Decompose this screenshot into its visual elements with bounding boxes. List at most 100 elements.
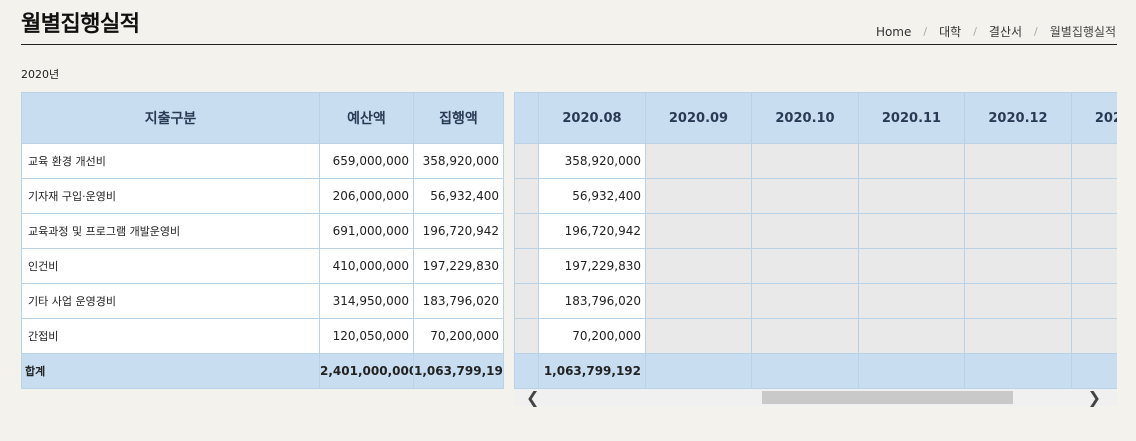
empty-cell bbox=[858, 213, 965, 249]
horizontal-scrollbar[interactable]: ❮ ❯ bbox=[514, 389, 1117, 406]
empty-cell bbox=[964, 318, 1072, 354]
budget-cell: 206,000,000 bbox=[319, 178, 414, 214]
empty-cell bbox=[964, 353, 1072, 389]
header-month: 2020.08 bbox=[538, 92, 646, 144]
executed-cell: 70,200,000 bbox=[413, 318, 504, 354]
empty-cell bbox=[964, 143, 1072, 179]
total-row: 1,063,799,192 bbox=[514, 353, 1117, 389]
empty-cell bbox=[751, 318, 859, 354]
header-category: 지출구분 bbox=[21, 92, 320, 144]
header-month: 2020.11 bbox=[858, 92, 965, 144]
month-value-cell: 358,920,000 bbox=[538, 143, 646, 179]
empty-cell bbox=[1071, 213, 1117, 249]
empty-cell bbox=[751, 248, 859, 284]
header-month: 2020.09 bbox=[645, 92, 752, 144]
empty-cell bbox=[1071, 178, 1117, 214]
month-value-cell: 183,796,020 bbox=[538, 283, 646, 319]
table-row: 183,796,020 bbox=[514, 283, 1117, 319]
empty-cell bbox=[514, 178, 539, 214]
category-cell: 기타 사업 운영경비 bbox=[21, 283, 320, 319]
table-row: 358,920,000 bbox=[514, 143, 1117, 179]
table-row: 인건비 410,000,000 197,229,830 bbox=[21, 248, 504, 284]
budget-cell: 691,000,000 bbox=[319, 213, 414, 249]
empty-cell bbox=[645, 213, 752, 249]
empty-cell bbox=[645, 178, 752, 214]
budget-cell: 659,000,000 bbox=[319, 143, 414, 179]
table-row: 197,229,830 bbox=[514, 248, 1117, 284]
table-row: 간접비 120,050,000 70,200,000 bbox=[21, 318, 504, 354]
empty-cell bbox=[1071, 318, 1117, 354]
empty-cell bbox=[514, 213, 539, 249]
empty-cell bbox=[514, 353, 539, 389]
year-label: 2020년 bbox=[21, 68, 60, 81]
empty-cell bbox=[645, 248, 752, 284]
total-label: 합계 bbox=[21, 353, 320, 389]
breadcrumb-settlement[interactable]: 결산서 bbox=[988, 25, 1023, 39]
table-row: 56,932,400 bbox=[514, 178, 1117, 214]
empty-cell bbox=[858, 143, 965, 179]
empty-cell bbox=[858, 283, 965, 319]
scrollbar-thumb[interactable] bbox=[762, 391, 1013, 404]
empty-cell bbox=[964, 213, 1072, 249]
executed-cell: 56,932,400 bbox=[413, 178, 504, 214]
month-total-cell: 1,063,799,192 bbox=[538, 353, 646, 389]
header-month-partial bbox=[514, 92, 539, 144]
budget-cell: 410,000,000 bbox=[319, 248, 414, 284]
table-row: 교육과정 및 프로그램 개발운영비 691,000,000 196,720,94… bbox=[21, 213, 504, 249]
total-executed: 1,063,799,192 bbox=[413, 353, 504, 389]
chevron-right-icon[interactable]: ❯ bbox=[1087, 388, 1101, 407]
empty-cell bbox=[964, 178, 1072, 214]
monthly-table-scroll-area[interactable]: 2020.08 2020.09 2020.10 2020.11 2020.12 … bbox=[514, 92, 1117, 389]
empty-cell bbox=[514, 248, 539, 284]
breadcrumb-university[interactable]: 대학 bbox=[939, 25, 962, 39]
empty-cell bbox=[964, 283, 1072, 319]
empty-cell bbox=[964, 248, 1072, 284]
table-row: 196,720,942 bbox=[514, 213, 1117, 249]
breadcrumb-separator: / bbox=[1034, 25, 1038, 38]
total-budget: 2,401,000,000 bbox=[319, 353, 414, 389]
breadcrumb-current: 월별집행실적 bbox=[1049, 25, 1116, 39]
table-row: 70,200,000 bbox=[514, 318, 1117, 354]
category-cell: 인건비 bbox=[21, 248, 320, 284]
executed-cell: 358,920,000 bbox=[413, 143, 504, 179]
monthly-execution-table: 2020.08 2020.09 2020.10 2020.11 2020.12 … bbox=[514, 92, 1117, 389]
table-row: 기타 사업 운영경비 314,950,000 183,796,020 bbox=[21, 283, 504, 319]
empty-cell bbox=[514, 283, 539, 319]
category-cell: 기자재 구입·운영비 bbox=[21, 178, 320, 214]
budget-cell: 314,950,000 bbox=[319, 283, 414, 319]
empty-cell bbox=[1071, 353, 1117, 389]
empty-cell bbox=[514, 318, 539, 354]
table-header-row: 지출구분 예산액 집행액 bbox=[21, 92, 504, 144]
empty-cell bbox=[751, 353, 859, 389]
empty-cell bbox=[858, 318, 965, 354]
empty-cell bbox=[751, 283, 859, 319]
header-month: 2020.12 bbox=[964, 92, 1072, 144]
empty-cell bbox=[514, 143, 539, 179]
executed-cell: 197,229,830 bbox=[413, 248, 504, 284]
month-value-cell: 70,200,000 bbox=[538, 318, 646, 354]
total-row: 합계 2,401,000,000 1,063,799,192 bbox=[21, 353, 504, 389]
month-value-cell: 196,720,942 bbox=[538, 213, 646, 249]
budget-summary-table: 지출구분 예산액 집행액 교육 환경 개선비 659,000,000 358,9… bbox=[21, 92, 504, 389]
table-row: 교육 환경 개선비 659,000,000 358,920,000 bbox=[21, 143, 504, 179]
breadcrumb-separator: / bbox=[923, 25, 928, 38]
empty-cell bbox=[645, 353, 752, 389]
executed-cell: 196,720,942 bbox=[413, 213, 504, 249]
breadcrumb-home[interactable]: Home bbox=[875, 24, 912, 39]
empty-cell bbox=[858, 353, 965, 389]
chevron-left-icon[interactable]: ❮ bbox=[526, 388, 540, 407]
header-executed: 집행액 bbox=[413, 92, 504, 144]
page-title: 월별집행실적 bbox=[21, 12, 140, 37]
empty-cell bbox=[645, 143, 752, 179]
category-cell: 간접비 bbox=[21, 318, 320, 354]
empty-cell bbox=[645, 318, 752, 354]
category-cell: 교육과정 및 프로그램 개발운영비 bbox=[21, 213, 320, 249]
executed-cell: 183,796,020 bbox=[413, 283, 504, 319]
empty-cell bbox=[1071, 283, 1117, 319]
empty-cell bbox=[751, 213, 859, 249]
breadcrumb: Home / 대학 / 결산서 / 월별집행실적 bbox=[876, 23, 1116, 40]
table-row: 기자재 구입·운영비 206,000,000 56,932,400 bbox=[21, 178, 504, 214]
budget-cell: 120,050,000 bbox=[319, 318, 414, 354]
empty-cell bbox=[645, 283, 752, 319]
breadcrumb-separator: / bbox=[973, 25, 977, 38]
